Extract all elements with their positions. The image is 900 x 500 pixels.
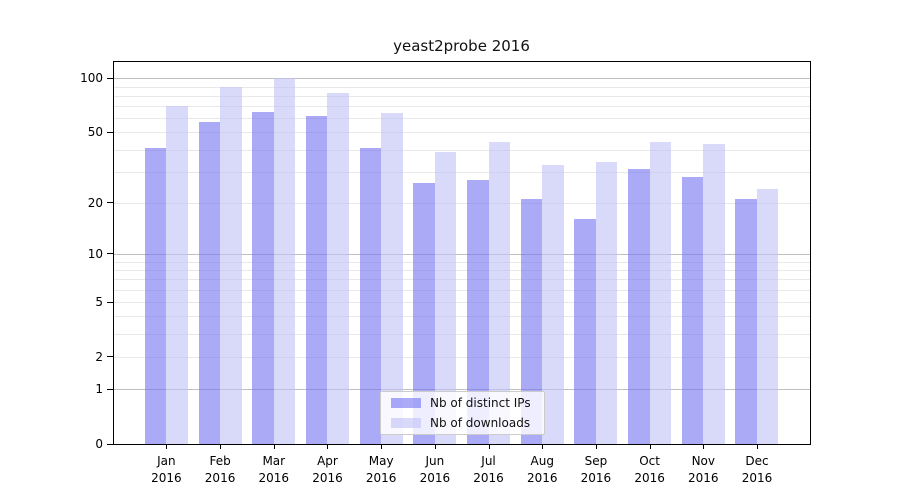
bar-distinct-ips: [467, 179, 489, 444]
y-tick-mark: [107, 301, 113, 303]
x-tick-mark: [434, 444, 436, 449]
bar-distinct-ips: [520, 199, 543, 444]
x-tick-label: Feb 2016: [204, 454, 236, 485]
bar-downloads: [756, 188, 779, 444]
x-tick-label: May 2016: [365, 454, 397, 485]
minor-gridline: [114, 149, 810, 151]
minor-gridline: [114, 289, 810, 291]
bar-downloads: [434, 151, 457, 444]
x-tick-label: Aug 2016: [526, 454, 558, 485]
bar-downloads: [649, 142, 672, 444]
y-tick-label: 20: [87, 195, 103, 210]
y-tick-mark: [107, 77, 113, 79]
x-tick-mark: [273, 444, 275, 449]
x-tick-label: Sep 2016: [580, 454, 612, 485]
y-tick-label: 10: [87, 246, 103, 261]
y-tick-mark: [107, 356, 113, 358]
legend-item-downloads: Nb of downloads: [391, 416, 534, 430]
bar-downloads: [595, 162, 618, 444]
x-tick-label: Jun 2016: [419, 454, 451, 485]
bar-downloads: [488, 142, 511, 444]
minor-gridline: [114, 316, 810, 318]
y-tick-mark: [107, 131, 113, 133]
y-tick-label: 100: [80, 71, 103, 86]
x-tick-mark: [756, 444, 758, 449]
bar-distinct-ips: [359, 147, 382, 444]
bar-distinct-ips: [144, 147, 167, 444]
bar-downloads: [327, 92, 349, 444]
x-tick-label: Nov 2016: [688, 454, 719, 485]
bar-distinct-ips: [198, 122, 221, 444]
major-gridline: [114, 253, 810, 255]
x-tick-label: Jul 2016: [473, 454, 504, 485]
bar-downloads: [542, 164, 564, 444]
x-tick-label: Dec 2016: [741, 454, 773, 485]
x-tick-mark: [649, 444, 651, 449]
legend-swatch-distinct-ips: [391, 398, 421, 408]
minor-gridline: [114, 334, 810, 336]
y-tick-label: 1: [95, 382, 103, 397]
minor-gridline: [114, 86, 810, 88]
bar-distinct-ips: [574, 219, 596, 444]
major-gridline: [114, 78, 810, 80]
bar-distinct-ips: [681, 177, 704, 444]
y-tick-mark: [107, 388, 113, 390]
y-tick-mark: [107, 253, 113, 255]
chart-title: yeast2probe 2016: [393, 37, 530, 55]
x-tick-mark: [703, 444, 705, 449]
x-tick-mark: [381, 444, 383, 449]
x-tick-label: Mar 2016: [258, 454, 290, 485]
bar-downloads: [220, 87, 242, 444]
y-tick-mark: [107, 202, 113, 204]
minor-gridline: [114, 171, 810, 173]
y-tick-label: 50: [87, 125, 103, 140]
minor-gridline: [114, 132, 810, 134]
minor-gridline: [114, 279, 810, 281]
minor-gridline: [114, 356, 810, 358]
bar-downloads: [703, 144, 725, 444]
minor-gridline: [114, 261, 810, 263]
minor-gridline: [114, 202, 810, 204]
legend-item-distinct-ips: Nb of distinct IPs: [391, 396, 534, 410]
bar-distinct-ips: [305, 115, 328, 444]
bar-distinct-ips: [628, 169, 650, 444]
bar-downloads: [166, 106, 188, 444]
legend-label-downloads: Nb of downloads: [430, 416, 531, 430]
minor-gridline: [114, 269, 810, 271]
x-tick-mark: [595, 444, 597, 449]
bar-distinct-ips: [252, 112, 274, 444]
legend: Nb of distinct IPs Nb of downloads: [380, 391, 545, 435]
legend-swatch-downloads: [391, 418, 421, 428]
x-tick-mark: [220, 444, 222, 449]
x-tick-mark: [327, 444, 329, 449]
minor-gridline: [114, 302, 810, 304]
y-tick-label: 2: [95, 349, 103, 364]
bar-distinct-ips: [413, 182, 435, 444]
x-tick-label: Apr 2016: [312, 454, 343, 485]
y-tick-label: 0: [95, 437, 103, 451]
minor-gridline: [114, 106, 810, 108]
y-tick-label: 5: [95, 295, 103, 310]
minor-gridline: [114, 95, 810, 97]
x-tick-mark: [166, 444, 168, 449]
y-tick-mark: [107, 443, 113, 445]
x-tick-mark: [542, 444, 544, 449]
bar-downloads: [273, 78, 296, 444]
major-gridline: [114, 389, 810, 391]
x-tick-label: Oct 2016: [634, 454, 665, 485]
bar-distinct-ips: [735, 199, 757, 444]
legend-label-distinct-ips: Nb of distinct IPs: [430, 396, 531, 410]
x-tick-mark: [488, 444, 490, 449]
minor-gridline: [114, 118, 810, 120]
bar-downloads: [381, 113, 403, 444]
x-tick-label: Jan 2016: [151, 454, 182, 485]
